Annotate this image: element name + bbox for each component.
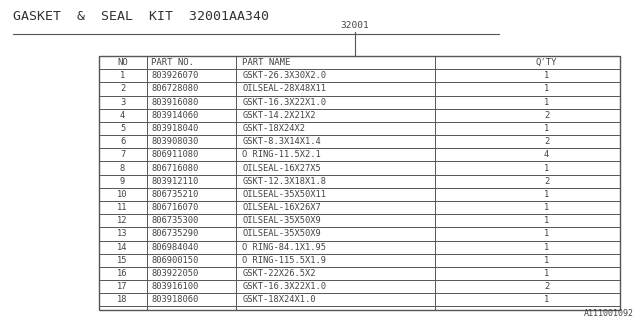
Text: 1: 1 bbox=[544, 98, 549, 107]
Text: 2: 2 bbox=[544, 111, 549, 120]
Text: 3: 3 bbox=[120, 98, 125, 107]
Text: GSKT-8.3X14X1.4: GSKT-8.3X14X1.4 bbox=[243, 137, 321, 146]
Text: 806984040: 806984040 bbox=[151, 243, 198, 252]
Text: 1: 1 bbox=[544, 295, 549, 304]
Text: 12: 12 bbox=[117, 216, 128, 225]
Text: Q'TY: Q'TY bbox=[536, 58, 557, 67]
Text: 1: 1 bbox=[544, 243, 549, 252]
Text: 806911080: 806911080 bbox=[151, 150, 198, 159]
Text: 1: 1 bbox=[544, 256, 549, 265]
Text: PART NAME: PART NAME bbox=[243, 58, 291, 67]
Text: 5: 5 bbox=[120, 124, 125, 133]
Text: 2: 2 bbox=[544, 282, 549, 291]
Text: 1: 1 bbox=[544, 71, 549, 80]
Text: O RING-11.5X2.1: O RING-11.5X2.1 bbox=[243, 150, 321, 159]
Text: 2: 2 bbox=[120, 84, 125, 93]
Text: 10: 10 bbox=[117, 190, 128, 199]
Text: GSKT-16.3X22X1.0: GSKT-16.3X22X1.0 bbox=[243, 282, 326, 291]
Text: GSKT-16.3X22X1.0: GSKT-16.3X22X1.0 bbox=[243, 98, 326, 107]
Text: OILSEAL-28X48X11: OILSEAL-28X48X11 bbox=[243, 84, 326, 93]
Text: O RING-84.1X1.95: O RING-84.1X1.95 bbox=[243, 243, 326, 252]
Text: 1: 1 bbox=[544, 269, 549, 278]
Text: 17: 17 bbox=[117, 282, 128, 291]
Text: GSKT-18X24X2: GSKT-18X24X2 bbox=[243, 124, 305, 133]
Text: 803914060: 803914060 bbox=[151, 111, 198, 120]
Text: 11: 11 bbox=[117, 203, 128, 212]
Text: 32001: 32001 bbox=[341, 21, 369, 30]
Text: GSKT-12.3X18X1.8: GSKT-12.3X18X1.8 bbox=[243, 177, 326, 186]
Text: 7: 7 bbox=[120, 150, 125, 159]
Text: 806735210: 806735210 bbox=[151, 190, 198, 199]
Text: OILSEAL-35X50X11: OILSEAL-35X50X11 bbox=[243, 190, 326, 199]
Text: 6: 6 bbox=[120, 137, 125, 146]
Text: 803918040: 803918040 bbox=[151, 124, 198, 133]
Bar bbox=[99, 56, 620, 310]
Text: 803918060: 803918060 bbox=[151, 295, 198, 304]
Text: OILSEAL-35X50X9: OILSEAL-35X50X9 bbox=[243, 229, 321, 238]
Text: GSKT-14.2X21X2: GSKT-14.2X21X2 bbox=[243, 111, 316, 120]
Text: 803912110: 803912110 bbox=[151, 177, 198, 186]
Text: 2: 2 bbox=[544, 177, 549, 186]
Text: 1: 1 bbox=[544, 190, 549, 199]
Text: GSKT-26.3X30X2.0: GSKT-26.3X30X2.0 bbox=[243, 71, 326, 80]
Text: NO: NO bbox=[117, 58, 128, 67]
Text: OILSEAL-16X27X5: OILSEAL-16X27X5 bbox=[243, 164, 321, 172]
Text: 806728080: 806728080 bbox=[151, 84, 198, 93]
Text: GSKT-22X26.5X2: GSKT-22X26.5X2 bbox=[243, 269, 316, 278]
Text: OILSEAL-35X50X9: OILSEAL-35X50X9 bbox=[243, 216, 321, 225]
Text: 15: 15 bbox=[117, 256, 128, 265]
Text: GASKET  &  SEAL  KIT  32001AA340: GASKET & SEAL KIT 32001AA340 bbox=[13, 10, 269, 23]
Text: 1: 1 bbox=[544, 124, 549, 133]
Text: 803916100: 803916100 bbox=[151, 282, 198, 291]
Text: 803908030: 803908030 bbox=[151, 137, 198, 146]
Text: A111001092: A111001092 bbox=[584, 309, 634, 318]
Text: 806735300: 806735300 bbox=[151, 216, 198, 225]
Text: 1: 1 bbox=[544, 84, 549, 93]
Text: 4: 4 bbox=[120, 111, 125, 120]
Text: 1: 1 bbox=[120, 71, 125, 80]
Text: 1: 1 bbox=[544, 216, 549, 225]
Text: 1: 1 bbox=[544, 164, 549, 172]
Text: 13: 13 bbox=[117, 229, 128, 238]
Text: 1: 1 bbox=[544, 229, 549, 238]
Text: 8: 8 bbox=[120, 164, 125, 172]
Text: 806900150: 806900150 bbox=[151, 256, 198, 265]
Text: 9: 9 bbox=[120, 177, 125, 186]
Text: 14: 14 bbox=[117, 243, 128, 252]
Text: OILSEAL-16X26X7: OILSEAL-16X26X7 bbox=[243, 203, 321, 212]
Text: O RING-115.5X1.9: O RING-115.5X1.9 bbox=[243, 256, 326, 265]
Text: GSKT-18X24X1.0: GSKT-18X24X1.0 bbox=[243, 295, 316, 304]
Text: 806716080: 806716080 bbox=[151, 164, 198, 172]
Text: 18: 18 bbox=[117, 295, 128, 304]
Text: 2: 2 bbox=[544, 137, 549, 146]
Text: 1: 1 bbox=[544, 203, 549, 212]
Text: 803922050: 803922050 bbox=[151, 269, 198, 278]
Text: 803916080: 803916080 bbox=[151, 98, 198, 107]
Text: PART NO.: PART NO. bbox=[151, 58, 194, 67]
Text: 803926070: 803926070 bbox=[151, 71, 198, 80]
Text: 806735290: 806735290 bbox=[151, 229, 198, 238]
Text: 4: 4 bbox=[544, 150, 549, 159]
Text: 16: 16 bbox=[117, 269, 128, 278]
Text: 806716070: 806716070 bbox=[151, 203, 198, 212]
